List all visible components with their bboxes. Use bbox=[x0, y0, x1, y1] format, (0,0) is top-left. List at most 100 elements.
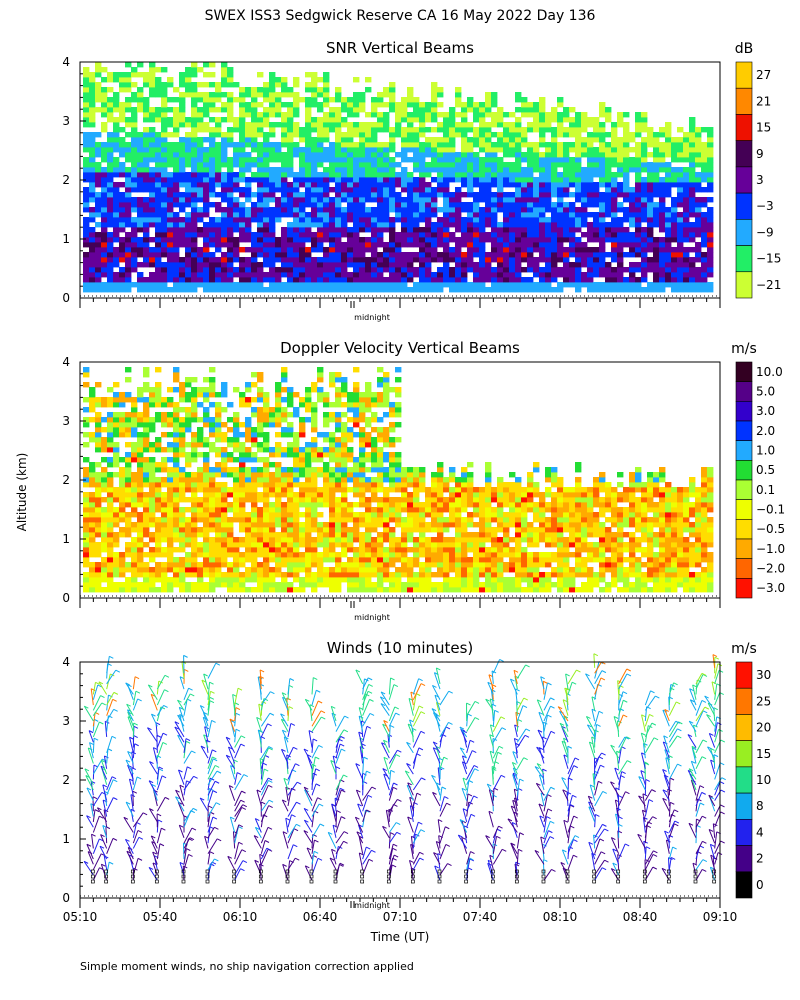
heatmap-cell bbox=[101, 177, 108, 183]
heatmap-cell bbox=[503, 142, 510, 148]
heatmap-cell bbox=[311, 192, 318, 198]
heatmap-cell bbox=[125, 157, 132, 163]
heatmap-cell bbox=[251, 567, 258, 573]
heatmap-cell bbox=[83, 137, 90, 143]
heatmap-cell bbox=[209, 392, 216, 398]
heatmap-cell bbox=[689, 172, 696, 178]
heatmap-cell bbox=[695, 162, 702, 168]
heatmap-cell bbox=[641, 167, 648, 173]
heatmap-cell bbox=[431, 227, 438, 233]
heatmap-cell bbox=[605, 277, 612, 283]
heatmap-cell bbox=[293, 517, 300, 523]
heatmap-cell bbox=[533, 112, 540, 118]
heatmap-cell bbox=[413, 267, 420, 273]
heatmap-cell bbox=[443, 207, 450, 213]
heatmap-cell bbox=[491, 207, 498, 213]
heatmap-cell bbox=[263, 482, 270, 488]
heatmap-cell bbox=[671, 282, 678, 288]
heatmap-cell bbox=[485, 267, 492, 273]
heatmap-cell bbox=[581, 122, 588, 128]
heatmap-cell bbox=[245, 517, 252, 523]
heatmap-cell bbox=[107, 167, 114, 173]
heatmap-cell bbox=[473, 107, 480, 113]
heatmap-cell bbox=[239, 172, 246, 178]
heatmap-cell bbox=[431, 232, 438, 238]
heatmap-cell bbox=[587, 132, 594, 138]
heatmap-cell bbox=[263, 172, 270, 178]
heatmap-cell bbox=[371, 112, 378, 118]
heatmap-cell bbox=[245, 522, 252, 528]
heatmap-cell bbox=[455, 177, 462, 183]
heatmap-cell bbox=[521, 152, 528, 158]
heatmap-cell bbox=[113, 192, 120, 198]
heatmap-cell bbox=[467, 227, 474, 233]
heatmap-cell bbox=[179, 467, 186, 473]
heatmap-cell bbox=[185, 392, 192, 398]
heatmap-cell bbox=[95, 412, 102, 418]
heatmap-cell bbox=[101, 107, 108, 113]
heatmap-cell bbox=[125, 462, 132, 468]
heatmap-cell bbox=[287, 397, 294, 403]
heatmap-cell bbox=[653, 172, 660, 178]
heatmap-cell bbox=[485, 172, 492, 178]
heatmap-cell bbox=[683, 172, 690, 178]
heatmap-cell bbox=[197, 542, 204, 548]
heatmap-cell bbox=[167, 172, 174, 178]
heatmap-cell bbox=[167, 412, 174, 418]
heatmap-cell bbox=[707, 217, 714, 223]
heatmap-cell bbox=[335, 187, 342, 193]
heatmap-cell bbox=[359, 197, 366, 203]
heatmap-cell bbox=[263, 92, 270, 98]
heatmap-cell bbox=[191, 502, 198, 508]
heatmap-cell bbox=[515, 107, 522, 113]
heatmap-cell bbox=[683, 182, 690, 188]
heatmap-cell bbox=[611, 152, 618, 158]
heatmap-cell bbox=[617, 152, 624, 158]
heatmap-cell bbox=[221, 522, 228, 528]
heatmap-cell bbox=[293, 277, 300, 283]
heatmap-cell bbox=[677, 127, 684, 133]
heatmap-cell bbox=[269, 477, 276, 483]
heatmap-cell bbox=[113, 537, 120, 543]
heatmap-cell bbox=[335, 262, 342, 268]
heatmap-cell bbox=[671, 172, 678, 178]
heatmap-cell bbox=[311, 82, 318, 88]
heatmap-cell bbox=[89, 567, 96, 573]
heatmap-cell bbox=[311, 127, 318, 133]
heatmap-cell bbox=[527, 267, 534, 273]
heatmap-cell bbox=[143, 82, 150, 88]
heatmap-cell bbox=[323, 152, 330, 158]
heatmap-cell bbox=[89, 287, 96, 293]
heatmap-cell bbox=[125, 582, 132, 588]
heatmap-cell bbox=[647, 162, 654, 168]
heatmap-cell bbox=[191, 172, 198, 178]
heatmap-cell bbox=[143, 227, 150, 233]
heatmap-cell bbox=[509, 162, 516, 168]
heatmap-cell bbox=[233, 497, 240, 503]
heatmap-cell bbox=[479, 277, 486, 283]
heatmap-cell bbox=[407, 197, 414, 203]
heatmap-cell bbox=[377, 182, 384, 188]
heatmap-cell bbox=[89, 522, 96, 528]
heatmap-cell bbox=[161, 417, 168, 423]
heatmap-cell bbox=[401, 242, 408, 248]
heatmap-cell bbox=[215, 157, 222, 163]
heatmap-cell bbox=[119, 392, 126, 398]
heatmap-cell bbox=[263, 132, 270, 138]
heatmap-cell bbox=[425, 112, 432, 118]
heatmap-cell bbox=[221, 537, 228, 543]
heatmap-cell bbox=[83, 507, 90, 513]
heatmap-cell bbox=[269, 142, 276, 148]
heatmap-cell bbox=[293, 507, 300, 513]
heatmap-cell bbox=[107, 507, 114, 513]
heatmap-cell bbox=[101, 262, 108, 268]
heatmap-cell bbox=[185, 152, 192, 158]
heatmap-cell bbox=[155, 152, 162, 158]
heatmap-cell bbox=[533, 107, 540, 113]
heatmap-cell bbox=[221, 457, 228, 463]
heatmap-cell bbox=[311, 167, 318, 173]
heatmap-cell bbox=[353, 222, 360, 228]
heatmap-cell bbox=[221, 142, 228, 148]
heatmap-cell bbox=[215, 467, 222, 473]
heatmap-cell bbox=[95, 432, 102, 438]
